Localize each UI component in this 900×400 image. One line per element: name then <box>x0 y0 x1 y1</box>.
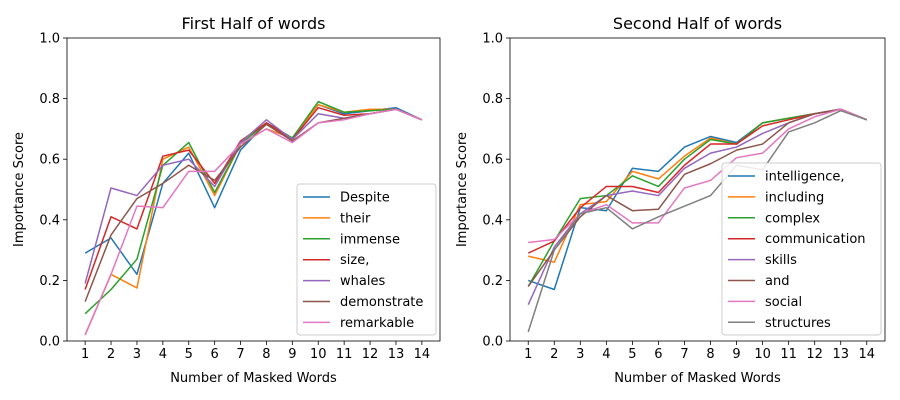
x-tick-label: 14 <box>414 347 431 362</box>
legend-label: and <box>765 274 789 289</box>
chart-title: First Half of words <box>182 14 326 33</box>
x-tick-label: 5 <box>628 347 636 362</box>
x-tick-label: 1 <box>524 347 532 362</box>
x-tick-label: 7 <box>236 347 244 362</box>
legend-label: communication <box>765 232 866 247</box>
x-tick-label: 2 <box>107 347 115 362</box>
legend-label: complex <box>765 211 820 226</box>
plot-frame <box>509 37 886 342</box>
chart-panel-1: 1 2 3 4 5 6 7 8 9 10 11 12 13 140.00.20.40.60.81.0Fir… <box>12 14 441 386</box>
x-tick-label: 2 <box>550 347 558 362</box>
x-tick-label: 11 <box>780 347 797 362</box>
y-axis-label: Importance Score <box>455 132 470 247</box>
legend-box <box>296 183 437 336</box>
x-tick-label: 8 <box>706 347 714 362</box>
x-axis-label: Number of Masked Words <box>170 371 337 386</box>
legend: Despite their immense size, whales demonstrat… <box>296 183 437 336</box>
legend-label: intelligence, <box>765 170 845 185</box>
x-tick-label: 8 <box>262 347 270 362</box>
legend-label: including <box>765 190 824 205</box>
chart-panel-2: 1 2 3 4 5 6 7 8 9 10 11 12 13 140.00.20.40.60.81.0Sec… <box>455 14 886 386</box>
x-tick-label: 4 <box>159 347 167 362</box>
y-tick-label: 1.0 <box>39 32 60 47</box>
y-tick-label: 0.4 <box>39 213 60 228</box>
x-tick-label: 14 <box>858 347 875 362</box>
x-tick-label: 13 <box>388 347 405 362</box>
legend-label: whales <box>340 274 385 289</box>
x-axis-label: Number of Masked Words <box>614 371 781 386</box>
legend-label: demonstrate <box>340 295 423 310</box>
legend-label: remarkable <box>340 316 414 331</box>
x-tick-label: 1 <box>81 347 89 362</box>
x-tick-label: 6 <box>211 347 219 362</box>
series-line-7 <box>84 108 423 336</box>
chart-title: Second Half of words <box>613 14 782 33</box>
x-tick-label: 4 <box>602 347 610 362</box>
legend-label: size, <box>340 253 369 268</box>
series-line-8 <box>527 109 868 333</box>
y-tick-label: 0.0 <box>39 335 60 350</box>
y-tick-label: 0.0 <box>482 335 503 350</box>
x-tick-label: 9 <box>288 347 296 362</box>
y-tick-label: 0.6 <box>39 153 60 168</box>
legend-label: structures <box>765 316 831 331</box>
x-tick-label: 6 <box>654 347 662 362</box>
legend: intelligence, including complex communicati… <box>721 162 882 336</box>
y-tick-label: 0.8 <box>39 92 60 107</box>
x-tick-label: 3 <box>133 347 141 362</box>
x-tick-label: 7 <box>680 347 688 362</box>
x-tick-label: 12 <box>806 347 823 362</box>
x-tick-label: 10 <box>310 347 327 362</box>
series-line-3 <box>84 100 423 315</box>
legend-label: skills <box>765 253 797 268</box>
legend-label: Despite <box>340 191 390 206</box>
y-tick-label: 0.2 <box>482 274 503 289</box>
x-tick-label: 13 <box>832 347 849 362</box>
y-tick-label: 0.6 <box>482 153 503 168</box>
y-tick-label: 1.0 <box>482 32 503 47</box>
plot-frame <box>66 37 441 342</box>
y-axis-label: Importance Score <box>12 132 27 247</box>
legend-label: social <box>765 295 802 310</box>
legend-label: their <box>340 211 371 226</box>
x-tick-label: 9 <box>732 347 740 362</box>
y-tick-label: 0.8 <box>482 92 503 107</box>
x-tick-label: 3 <box>576 347 584 362</box>
legend-label: immense <box>340 232 400 247</box>
y-tick-label: 0.2 <box>39 274 60 289</box>
y-tick-label: 0.4 <box>482 213 503 228</box>
x-tick-label: 10 <box>754 347 771 362</box>
x-tick-label: 11 <box>336 347 353 362</box>
x-tick-label: 5 <box>185 347 193 362</box>
x-tick-label: 12 <box>362 347 379 362</box>
legend-box <box>721 162 882 336</box>
